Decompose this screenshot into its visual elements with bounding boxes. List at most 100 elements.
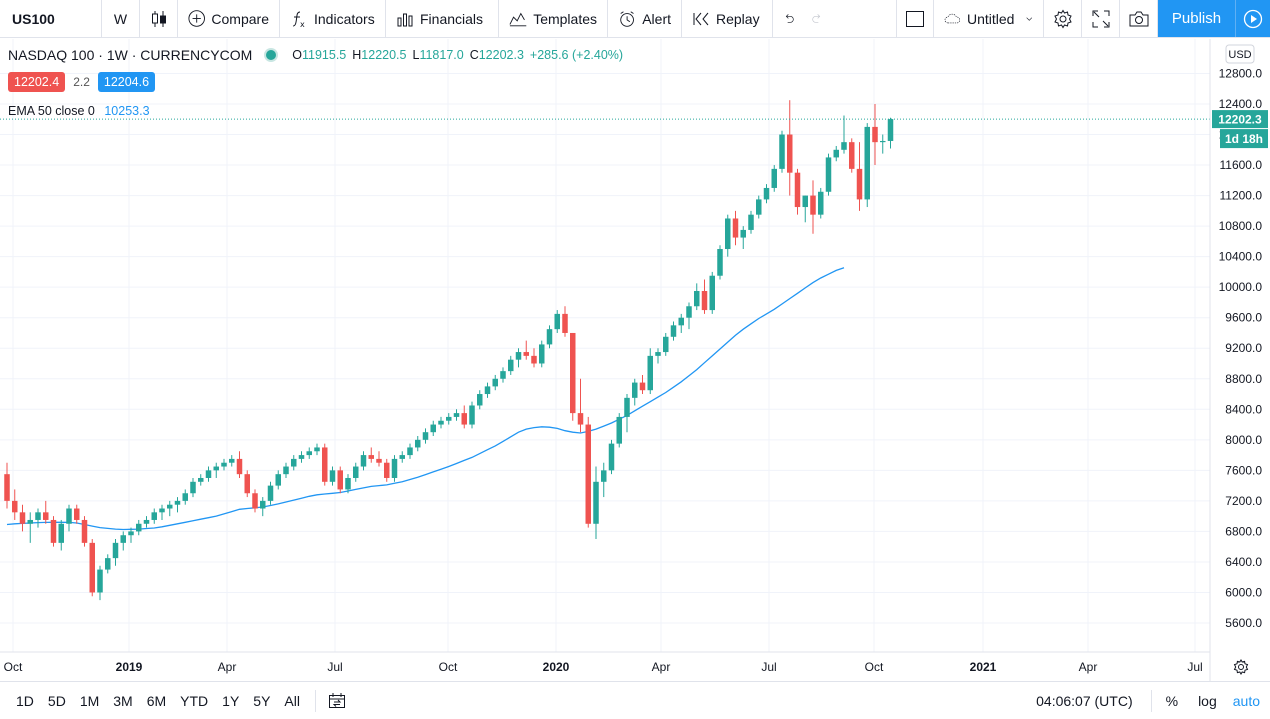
utc-clock[interactable]: 04:06:07 (UTC): [1036, 692, 1133, 709]
candle: [872, 104, 878, 166]
range-1d[interactable]: 1D: [16, 692, 34, 709]
symbol-search[interactable]: US100: [0, 0, 102, 37]
buy-button[interactable]: 12204.6: [97, 72, 156, 92]
candle-body: [322, 447, 328, 482]
undo-icon[interactable]: [783, 11, 795, 27]
candle-body: [694, 290, 700, 307]
candle: [655, 348, 661, 364]
candle-body: [415, 439, 421, 448]
goto-date-calendar-icon[interactable]: [328, 692, 346, 710]
redo-icon[interactable]: [811, 11, 823, 27]
candle-body: [461, 413, 467, 425]
candle: [484, 382, 491, 398]
auto-scale-toggle[interactable]: auto: [1232, 692, 1260, 709]
svg-text:x: x: [300, 20, 305, 28]
log-scale-toggle[interactable]: log: [1198, 692, 1217, 709]
ema-legend[interactable]: EMA 50 close 0 10253.3: [8, 104, 150, 118]
candle-body: [198, 477, 204, 482]
candle: [515, 348, 522, 368]
candle: [562, 306, 568, 337]
axis-settings-gear-icon[interactable]: [1233, 659, 1249, 675]
candle-body: [453, 413, 460, 417]
candle: [275, 470, 281, 490]
publish-button[interactable]: Publish: [1158, 0, 1236, 37]
fullscreen-button[interactable]: [1082, 0, 1120, 37]
market-open-dot: [266, 50, 277, 60]
range-3m[interactable]: 3M: [113, 692, 133, 709]
candle-body: [182, 493, 188, 501]
price-tick-label: 5600.0: [1225, 616, 1262, 630]
candle-body: [833, 149, 839, 158]
candle: [608, 439, 615, 475]
range-all[interactable]: All: [284, 692, 300, 709]
symbol-legend[interactable]: NASDAQ 100 · 1W · CURRENCYCOM O11915.5 H…: [8, 47, 623, 63]
range-5d[interactable]: 5D: [47, 692, 66, 709]
candle-body: [624, 397, 630, 417]
function-icon: x: [292, 11, 305, 28]
last-price-label: 12202.3 1d 18h: [1212, 110, 1268, 149]
candle: [143, 516, 150, 528]
layout-name-button[interactable]: Untitled: [934, 0, 1044, 37]
range-1y[interactable]: 1Y: [222, 692, 240, 709]
time-axis[interactable]: Oct 2019 Apr Jul Oct 2020 Apr Jul Oct 2021 Apr Jul: [0, 651, 1210, 674]
select-layout-button[interactable]: [896, 0, 934, 37]
candle-body: [864, 126, 870, 200]
high-key: H: [352, 48, 362, 62]
candle-body: [469, 405, 475, 425]
percent-scale-toggle[interactable]: %: [1165, 692, 1179, 709]
candle: [577, 378, 584, 433]
interval-button[interactable]: W: [102, 0, 140, 37]
snapshot-button[interactable]: [1120, 0, 1158, 37]
candle: [267, 481, 274, 505]
candle-body: [810, 195, 816, 215]
indicators-button[interactable]: x Indicators: [280, 0, 386, 37]
time-tick-label: Apr: [652, 660, 671, 674]
chart-type-button[interactable]: [140, 0, 178, 37]
candle: [825, 153, 832, 196]
price-tick-label: 7200.0: [1225, 494, 1262, 508]
replay-button[interactable]: Replay: [682, 0, 773, 37]
chart-canvas[interactable]: 5600.0 6000.0 6400.0 6800.0 7200.0 7600.0 8000…: [0, 39, 1270, 681]
candle-body: [872, 126, 878, 143]
time-tick-label: 2020: [543, 660, 570, 674]
candle: [415, 436, 421, 452]
open-value: 11915.5: [302, 48, 347, 62]
candle: [725, 214, 731, 257]
candle: [407, 443, 413, 459]
time-tick-label: Oct: [865, 660, 884, 674]
settings-button[interactable]: [1044, 0, 1082, 37]
candle-body: [825, 157, 832, 192]
compare-button[interactable]: Compare: [178, 0, 280, 37]
candle: [50, 516, 57, 547]
publish-menu-button[interactable]: [1236, 0, 1270, 37]
templates-button[interactable]: Templates: [499, 0, 608, 37]
financials-button[interactable]: Financials: [386, 0, 499, 37]
bottom-toolbar: 1D 5D 1M 3M 6M YTD 1Y 5Y All 04:06:07 (U…: [0, 681, 1270, 719]
candle: [213, 462, 219, 478]
range-1m[interactable]: 1M: [79, 692, 100, 709]
candle: [128, 527, 134, 543]
time-tick-label: 2021: [970, 660, 997, 674]
candle-body: [438, 420, 444, 425]
publish-label: Publish: [1171, 10, 1222, 27]
top-toolbar: US100 W Compare x: [0, 0, 1270, 38]
candle: [174, 497, 181, 513]
candle-body: [709, 275, 715, 311]
candle-body: [539, 344, 545, 364]
candle: [748, 210, 754, 234]
candle-body: [35, 512, 41, 520]
candle-body: [601, 470, 607, 482]
candle: [570, 332, 576, 421]
range-6m[interactable]: 6M: [146, 692, 167, 709]
candle: [841, 115, 847, 154]
candle-body: [546, 329, 553, 345]
currency-label[interactable]: USD: [1225, 44, 1255, 64]
alert-button[interactable]: Alert: [608, 0, 682, 37]
candle-body: [655, 352, 661, 356]
candle-body: [732, 218, 739, 238]
range-ytd[interactable]: YTD: [180, 692, 209, 709]
candle: [616, 413, 622, 448]
time-tick-label: Jul: [761, 660, 776, 674]
range-5y[interactable]: 5Y: [253, 692, 271, 709]
sell-button[interactable]: 12202.4: [8, 72, 66, 92]
